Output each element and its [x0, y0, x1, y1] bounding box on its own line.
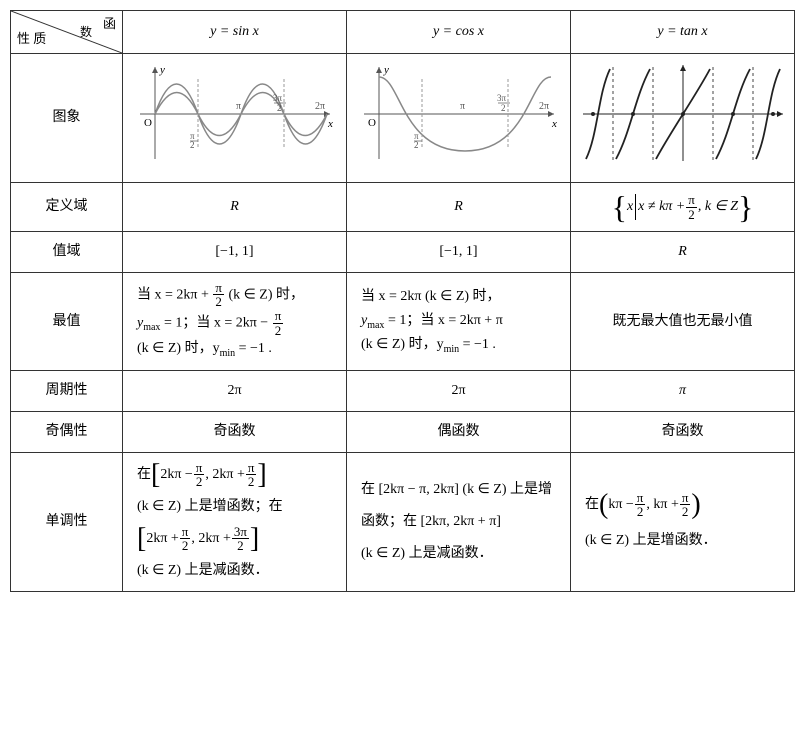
monotone-sin: 在 [ 2kπ − π2 , 2kπ + π2 ] (k ∈ Z) 上是增函数；… — [123, 452, 347, 591]
extrema-cos: 当 x = 2kπ (k ∈ Z) 时， ymax = 1；当 x = 2kπ … — [347, 272, 571, 370]
range-tan: R — [571, 232, 795, 273]
trig-properties-table: 函 数 性 质 y = sin x y = cos x y = tan x 图象… — [10, 10, 795, 592]
parity-tan: 奇函数 — [571, 411, 795, 452]
svg-text:2: 2 — [277, 103, 282, 113]
svg-text:2π: 2π — [539, 101, 549, 112]
svg-text:π: π — [236, 101, 241, 112]
rowlabel-graph: 图象 — [11, 54, 123, 183]
monotone-tan: 在 ( kπ − π2 , kπ + π2 ) (k ∈ Z) 上是增函数． — [571, 452, 795, 591]
monotone-cos: 在 [2kπ − π, 2kπ] (k ∈ Z) 上是增 函数；在 [2kπ, … — [347, 452, 571, 591]
svg-text:3π: 3π — [273, 93, 283, 103]
period-cos: 2π — [347, 371, 571, 412]
domain-tan: { x x ≠ kπ + π2 , k ∈ Z } — [571, 183, 795, 232]
header-cos: y = cos x — [347, 11, 571, 54]
svg-text:x: x — [327, 118, 333, 130]
rowlabel-domain: 定义域 — [11, 183, 123, 232]
header-property-label: 性 质 — [17, 28, 46, 50]
diagonal-header-cell: 函 数 性 质 — [11, 11, 123, 54]
rowlabel-range: 值域 — [11, 232, 123, 273]
row-monotone: 单调性 在 [ 2kπ − π2 , 2kπ + π2 ] (k ∈ Z) 上是… — [11, 452, 795, 591]
row-extrema: 最值 当 x = 2kπ + π2 (k ∈ Z) 时， ymax = 1；当 … — [11, 272, 795, 370]
rowlabel-extrema: 最值 — [11, 272, 123, 370]
svg-text:y: y — [159, 64, 165, 76]
row-domain: 定义域 R R { x x ≠ kπ + π2 , k ∈ Z } — [11, 183, 795, 232]
svg-text:2: 2 — [501, 103, 506, 113]
domain-sin: R — [123, 183, 347, 232]
svg-text:O: O — [144, 117, 152, 129]
row-period: 周期性 2π 2π π — [11, 371, 795, 412]
extrema-tan: 既无最大值也无最小值 — [571, 272, 795, 370]
row-graph: 图象 y x O π 2 π 3π 2 — [11, 54, 795, 183]
table-header-row: 函 数 性 质 y = sin x y = cos x y = tan x — [11, 11, 795, 54]
header-function-label: 函 — [103, 13, 116, 35]
row-parity: 奇偶性 奇函数 偶函数 奇函数 — [11, 411, 795, 452]
rowlabel-period: 周期性 — [11, 371, 123, 412]
row-range: 值域 [−1, 1] [−1, 1] R — [11, 232, 795, 273]
rowlabel-parity: 奇偶性 — [11, 411, 123, 452]
range-sin: [−1, 1] — [123, 232, 347, 273]
header-function-label2: 数 — [80, 22, 92, 42]
svg-text:y: y — [383, 64, 389, 76]
svg-text:2: 2 — [190, 140, 195, 150]
svg-text:2π: 2π — [315, 101, 325, 112]
rowlabel-monotone: 单调性 — [11, 452, 123, 591]
graph-sin: y x O π 2 π 3π 2 2π — [123, 54, 347, 183]
svg-text:O: O — [368, 117, 376, 129]
graph-tan — [571, 54, 795, 183]
period-sin: 2π — [123, 371, 347, 412]
extrema-sin: 当 x = 2kπ + π2 (k ∈ Z) 时， ymax = 1；当 x =… — [123, 272, 347, 370]
period-tan: π — [571, 371, 795, 412]
parity-sin: 奇函数 — [123, 411, 347, 452]
svg-text:x: x — [551, 118, 557, 130]
svg-text:3π: 3π — [497, 93, 507, 103]
domain-cos: R — [347, 183, 571, 232]
parity-cos: 偶函数 — [347, 411, 571, 452]
svg-text:2: 2 — [414, 140, 419, 150]
header-sin: y = sin x — [123, 11, 347, 54]
range-cos: [−1, 1] — [347, 232, 571, 273]
svg-text:π: π — [460, 101, 465, 112]
graph-cos: y x O π 2 π 3π 2 2π — [347, 54, 571, 183]
header-tan: y = tan x — [571, 11, 795, 54]
